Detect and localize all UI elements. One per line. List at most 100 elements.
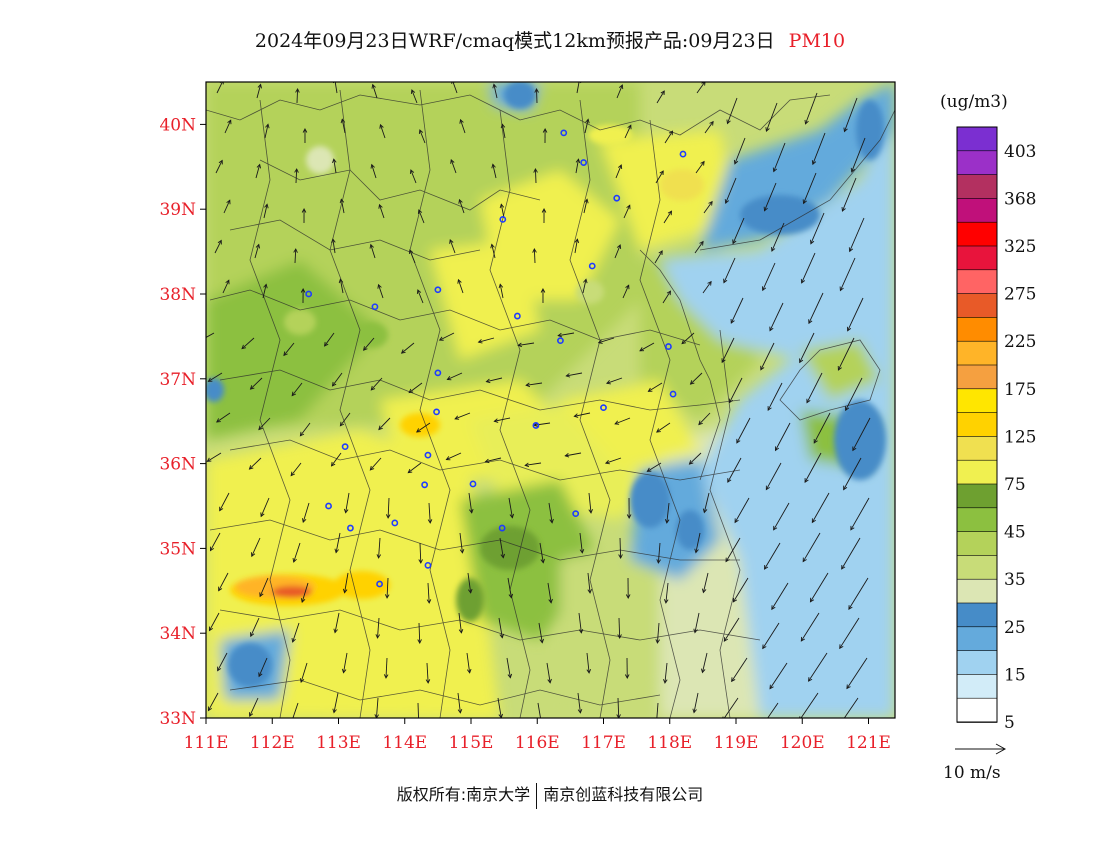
wind-vector — [334, 82, 338, 94]
wind-vector — [222, 280, 230, 294]
wind-vector-head — [617, 634, 622, 639]
wind-vector — [666, 502, 670, 523]
wind-vector — [839, 617, 860, 649]
wind-vector-head — [425, 679, 431, 684]
wind-vector — [702, 652, 708, 673]
wind-vector — [704, 121, 714, 134]
city-marker — [588, 262, 596, 270]
wind-vector-head — [333, 628, 338, 634]
wind-vector-head — [837, 365, 842, 371]
chart-title: 2024年09月23日WRF/cmaq模式12km预报产品:09月23日 PM10 — [0, 26, 1100, 53]
wind-vector — [300, 662, 308, 683]
wind-vector-head — [663, 679, 668, 684]
wind-vector-head — [838, 724, 842, 728]
wind-vector-head — [769, 326, 774, 332]
wind-vector — [259, 577, 269, 597]
lon-label: 121E — [846, 733, 891, 753]
wind-vector-head — [427, 519, 433, 524]
wind-vector-head — [342, 588, 348, 594]
lon-label: 116E — [515, 733, 560, 753]
copyright-left: 版权所有:南京大学 — [396, 785, 531, 804]
wind-vector-head — [226, 199, 231, 205]
wind-vector — [648, 382, 663, 392]
wind-vector — [845, 377, 863, 411]
wind-vector — [301, 582, 309, 603]
wind-vector — [622, 285, 630, 299]
wind-vector-head — [257, 83, 262, 89]
wind-vector-head — [260, 512, 265, 518]
wind-vector — [491, 244, 496, 259]
wind-vector — [703, 201, 713, 214]
wind-vector-head — [484, 458, 490, 464]
wind-vector — [223, 200, 231, 214]
wind-vector-head — [485, 378, 491, 384]
wind-vector — [539, 542, 544, 563]
wind-vector-head — [734, 518, 739, 524]
wind-vector — [507, 577, 512, 598]
city-marker — [532, 422, 540, 429]
wind-vector-head — [490, 243, 495, 249]
wind-vector — [617, 697, 620, 718]
wind-vector — [804, 452, 822, 483]
wind-vector — [773, 142, 786, 172]
colorbar-swatch — [956, 245, 998, 271]
wind-vector-head — [845, 406, 850, 412]
wind-vector — [498, 617, 503, 638]
wind-vector — [579, 532, 583, 553]
wind-vector-head — [256, 163, 262, 169]
wind-vector — [802, 532, 821, 562]
wind-vector — [769, 662, 788, 689]
wind-vector-head — [688, 460, 694, 465]
wind-vector — [775, 422, 791, 451]
wind-vector — [208, 692, 219, 711]
wind-vector-head — [492, 83, 497, 89]
wind-vector — [294, 248, 297, 264]
wind-vector — [702, 572, 709, 593]
wind-vector-head — [763, 206, 768, 212]
wind-vector — [409, 249, 416, 264]
wind-vector-head — [249, 385, 255, 390]
wind-vector-head — [334, 548, 339, 554]
wind-vector — [808, 652, 828, 682]
wind-vector — [518, 342, 535, 346]
wind-vector-head — [446, 376, 452, 381]
wind-vector — [250, 617, 260, 637]
wind-vector — [558, 332, 575, 337]
wind-vector-head — [339, 421, 345, 427]
wind-vector-head — [574, 238, 580, 244]
colorbar-label: 15 — [1004, 665, 1026, 685]
wind-vector — [478, 337, 495, 343]
wind-vector-head — [736, 438, 741, 444]
wind-vector-head — [702, 508, 708, 514]
wind-vector-head — [417, 209, 423, 215]
wind-vector — [582, 279, 587, 294]
wind-vector — [408, 382, 423, 393]
wind-vector-head — [604, 459, 610, 465]
wind-vector-head — [587, 589, 592, 594]
wind-vector — [417, 702, 419, 718]
wind-vector-head — [700, 160, 705, 166]
city-marker — [325, 502, 332, 510]
wind-vector-head — [811, 518, 816, 524]
wind-vector — [694, 241, 704, 254]
wind-vector — [508, 497, 513, 518]
wind-vector — [486, 377, 503, 383]
wind-vector — [256, 84, 262, 99]
wind-vector-head — [709, 120, 714, 126]
wind-vector-head — [283, 351, 288, 357]
colorbar-swatch — [956, 340, 998, 366]
city-marker — [513, 312, 521, 320]
wind-vector-head — [533, 168, 538, 173]
city-marker — [679, 150, 687, 158]
colorbar-swatch — [956, 602, 998, 628]
concentration-field — [206, 82, 895, 718]
wind-vector — [767, 382, 783, 411]
colorbar-swatch — [956, 317, 998, 342]
wind-vector — [290, 462, 302, 476]
wind-vector-head — [385, 514, 391, 519]
wind-vector — [207, 452, 222, 462]
wind-vector-head — [200, 337, 204, 340]
wind-vector-head — [415, 428, 421, 433]
wind-vector-head — [841, 564, 846, 570]
wind-vector-head — [597, 339, 603, 344]
